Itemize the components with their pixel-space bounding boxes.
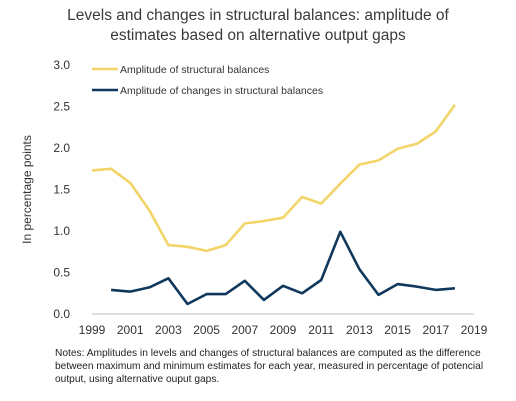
x-tick-label: 2011 [308, 323, 334, 337]
legend-label-2: Amplitude of changes in structural balan… [120, 85, 323, 97]
x-tick-label: 2017 [422, 323, 449, 337]
y-tick-label: 3.0 [53, 58, 70, 72]
x-tick-label: 2007 [231, 323, 258, 337]
chart-title: Levels and changes in structural balance… [0, 6, 516, 46]
x-tick-label: 2005 [193, 323, 220, 337]
y-tick-label: 2.5 [53, 100, 70, 114]
chart-notes: Notes: Amplitudes in levels and changes … [55, 348, 484, 385]
y-tick-label: 0.0 [53, 307, 70, 321]
chart-title-line-1: Levels and changes in structural balance… [67, 7, 449, 24]
legend-label-1: Amplitude of structural balances [120, 64, 269, 76]
x-tick-label: 1999 [79, 323, 106, 337]
chart-title-line-2: estimates based on alternative output ga… [110, 27, 406, 44]
y-tick-label: 0.5 [53, 266, 70, 280]
y-tick-label: 1.0 [53, 224, 70, 238]
series-line-1 [91, 104, 456, 253]
x-tick-label: 2015 [384, 323, 411, 337]
x-tick-label: 2013 [346, 323, 373, 337]
series-line-2 [110, 230, 456, 306]
y-tick-label: 2.0 [53, 141, 70, 155]
x-tick-label: 2009 [270, 323, 297, 337]
x-tick-label: 2001 [117, 323, 144, 337]
y-tick-label: 1.5 [53, 183, 70, 197]
x-tick-label: 2003 [155, 323, 182, 337]
x-tick-label: 2019 [461, 323, 488, 337]
y-axis-label: In percentage points [20, 135, 34, 244]
